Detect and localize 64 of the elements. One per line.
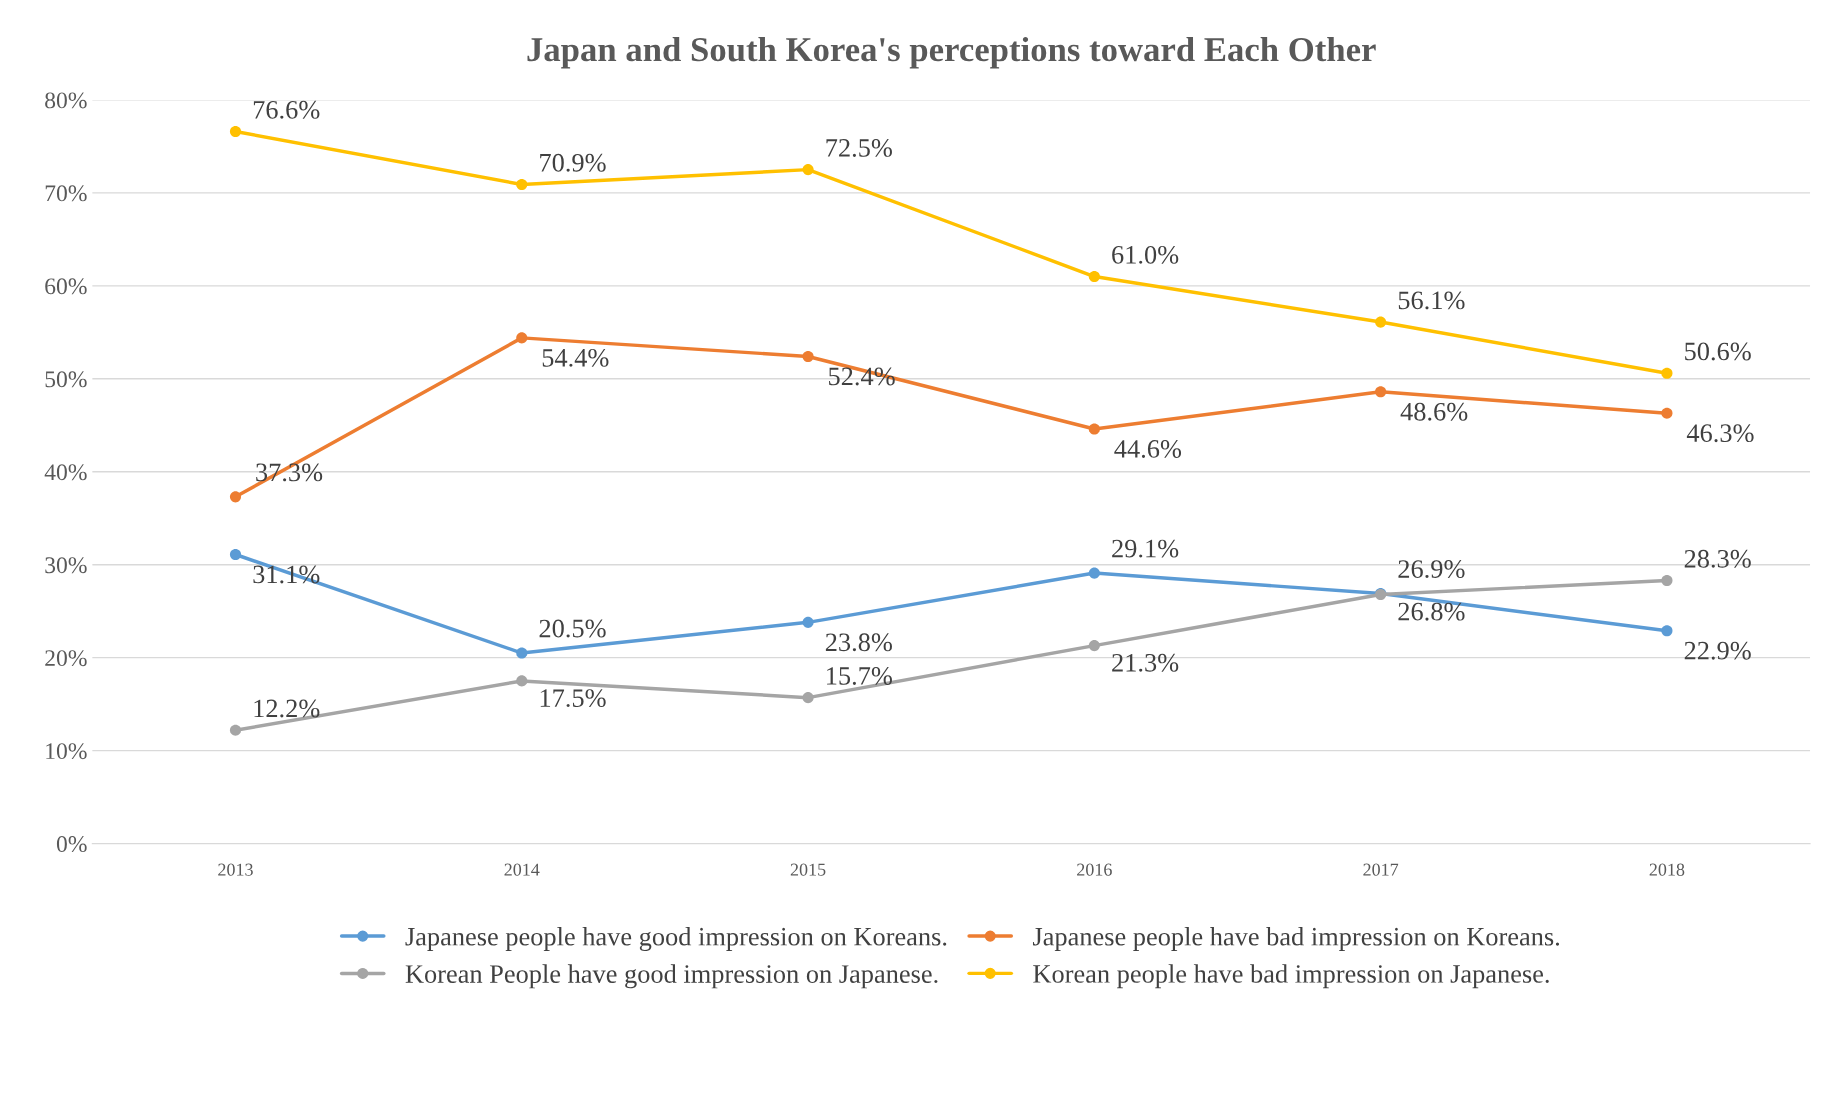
x-tick-label: 2018 [1649,863,1685,876]
point [1661,574,1673,587]
legend-label: Japanese people have good impression on Koreans. [405,927,947,952]
point [1661,625,1673,637]
y-tick-label: 0% [56,836,87,853]
data-label: 76.6% [253,100,320,119]
point [802,350,814,363]
y-tick-label: 70% [45,185,87,202]
data-label: 15.7% [827,667,892,685]
legend-label: Korean People have good impression on Japanese. [405,964,938,989]
x-tick-label: 2016 [1077,863,1112,876]
point [516,332,528,344]
x-tick-label: 2017 [1363,863,1399,876]
x-tick-label: 2014 [504,863,540,876]
point [1088,640,1100,652]
y-tick-label: 30% [45,557,87,574]
data-label: 50.6% [1685,342,1751,361]
data-label: 56.1% [1398,291,1465,310]
data-label: 72.5% [826,138,892,157]
y-tick-label: 80% [45,92,87,109]
y-tick-label: 10% [46,743,87,760]
data-label: 20.5% [539,619,606,638]
point [229,724,242,736]
data-label: 12.2% [254,699,320,718]
data-label: 54.4% [542,348,609,367]
data-label: 23.8% [825,633,892,652]
data-label: 46.3% [1686,424,1754,443]
x-tick-label: 2013 [218,863,253,876]
legend-label: Japanese people have bad impression on Koreans. [1032,927,1560,951]
data-label: 44.6% [1114,440,1182,458]
point [1088,270,1100,283]
data-label: 29.1% [1112,539,1179,558]
point [1375,386,1387,398]
point [229,125,242,138]
point [1661,367,1673,379]
data-label: 52.4% [829,367,895,386]
point [516,178,528,191]
point [802,164,814,176]
point [229,491,242,503]
data-label: 28.3% [1684,549,1751,568]
y-tick-label: 40% [44,464,87,481]
data-label: 70.9% [540,153,606,172]
point [1088,423,1100,435]
x-tick-label: 2015 [790,863,826,876]
chart-title: Japan and South Korea's perceptions toward Each Other [527,36,1376,69]
point [1661,407,1673,419]
point [802,616,814,628]
point [1375,316,1387,328]
data-label: 26.9% [1398,560,1465,579]
data-label: 21.3% [1112,653,1179,672]
legend-label: Korean people have bad impression on Japanese. [1033,964,1549,989]
point [516,675,528,687]
data-label: 61.0% [1112,245,1179,264]
point [229,548,242,561]
y-tick-label: 60% [45,278,87,295]
data-label: 22.9% [1684,641,1751,660]
data-label: 17.5% [540,689,606,708]
data-label: 26.8% [1398,602,1465,621]
y-tick-label: 20% [45,650,87,667]
point [802,692,814,704]
y-tick-label: 50% [45,371,87,388]
point [516,647,528,659]
data-label: 48.6% [1400,402,1468,421]
point [1088,567,1100,579]
